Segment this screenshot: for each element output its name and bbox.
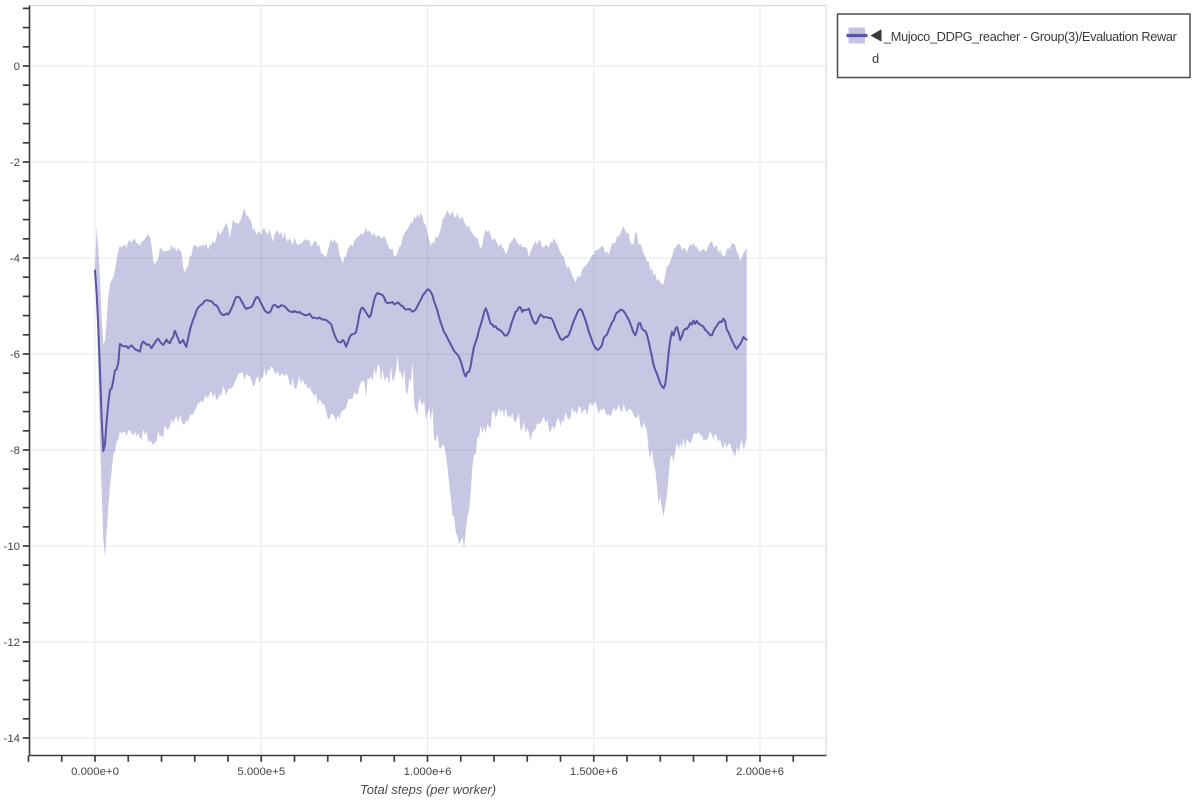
svg-text:-14: -14 xyxy=(4,733,20,745)
svg-text:-6: -6 xyxy=(10,349,20,361)
svg-text:2.000e+6: 2.000e+6 xyxy=(736,766,784,778)
svg-text:-4: -4 xyxy=(10,253,20,265)
svg-text:-2: -2 xyxy=(10,157,20,169)
svg-text:-10: -10 xyxy=(4,541,20,553)
svg-text:0: 0 xyxy=(14,61,20,73)
svg-text:0.000e+0: 0.000e+0 xyxy=(71,766,119,778)
svg-text:_Mujoco_DDPG_reacher - Group(3: _Mujoco_DDPG_reacher - Group(3)/Evaluati… xyxy=(883,29,1178,44)
svg-text:-8: -8 xyxy=(10,445,20,457)
svg-text:1.500e+6: 1.500e+6 xyxy=(570,766,618,778)
svg-text:-12: -12 xyxy=(4,637,20,649)
svg-text:1.000e+6: 1.000e+6 xyxy=(404,766,452,778)
svg-text:5.000e+5: 5.000e+5 xyxy=(237,766,285,778)
svg-text:Total steps (per worker): Total steps (per worker) xyxy=(360,782,496,797)
svg-text:d: d xyxy=(872,51,879,66)
